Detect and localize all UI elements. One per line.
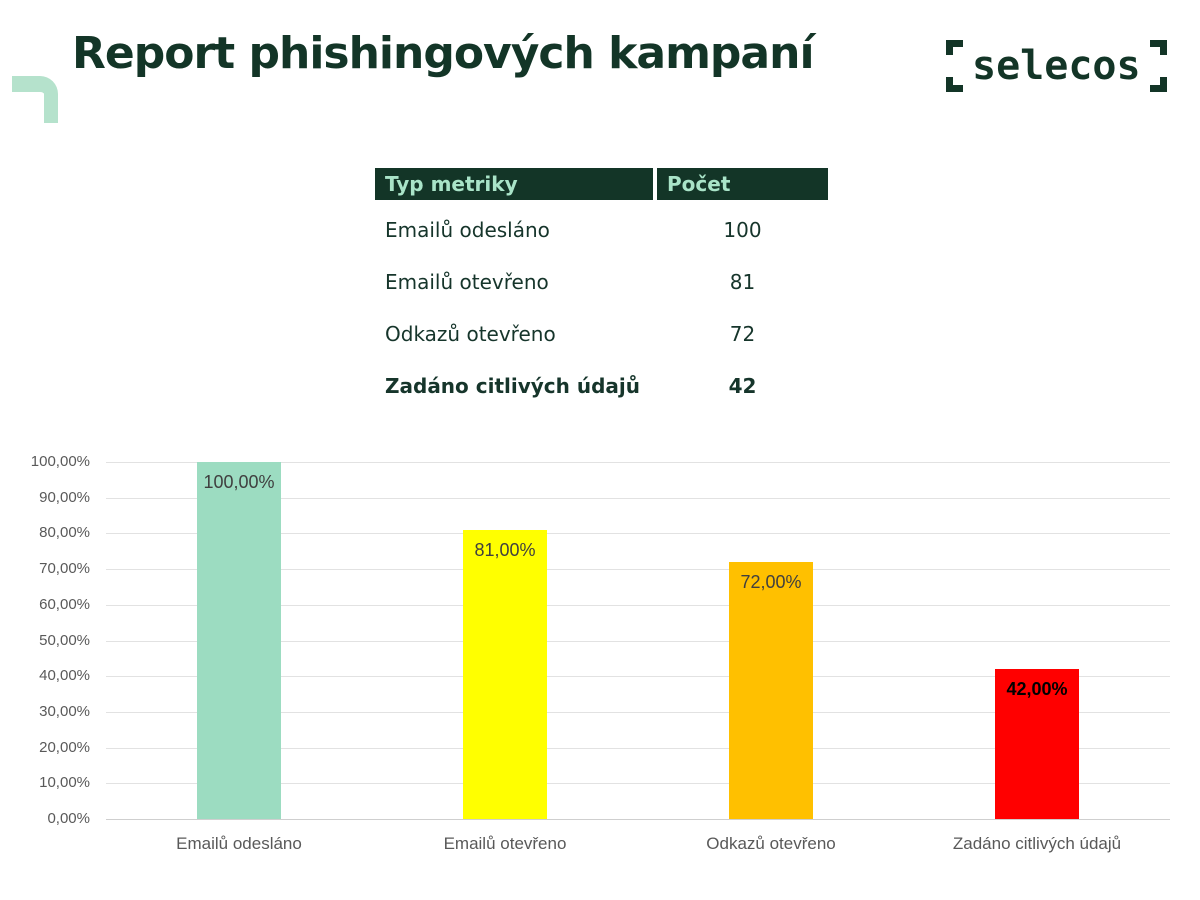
gridline: [106, 497, 1170, 499]
y-axis-tick-label: 80,00%: [39, 524, 90, 542]
y-axis-tick-label: 60,00%: [39, 595, 90, 613]
x-axis-category-label: Zadáno citlivých údajů: [952, 834, 1122, 853]
metric-label: Odkazů otevřeno: [385, 322, 556, 346]
y-axis-tick-label: 10,00%: [39, 774, 90, 792]
bar-value-label: 81,00%: [474, 539, 536, 560]
logo-text: selecos: [972, 43, 1141, 89]
gridline: [106, 533, 1170, 535]
gridline: [106, 711, 1170, 713]
table-row: Zadáno citlivých údajů 42: [375, 360, 828, 412]
selecos-logo: selecos: [946, 38, 1167, 94]
y-axis-tick-label: 50,00%: [39, 631, 90, 649]
bar-1: 100,00%: [197, 462, 281, 819]
metrics-table-header-count: Počet: [657, 168, 828, 200]
y-axis-tick-label: 40,00%: [39, 667, 90, 685]
y-axis-tick-label: 20,00%: [39, 738, 90, 756]
x-axis-category-label: Odkazů otevřeno: [706, 834, 836, 853]
table-row: Odkazů otevřeno 72: [375, 308, 828, 360]
bar-chart: 100,00% 81,00% 72,00% 42,00% 0,00% 10,00% 20,…: [0, 440, 1200, 880]
logo-right-bracket-icon: [1148, 40, 1167, 92]
gridline: [106, 640, 1170, 642]
logo-left-bracket-icon: [946, 40, 965, 92]
y-axis-tick-label: 30,00%: [39, 702, 90, 720]
y-axis-tick-label: 0,00%: [47, 810, 90, 827]
bar-value-label: 72,00%: [740, 571, 802, 592]
metrics-table: Typ metriky Počet Emailů odesláno 100 Em…: [375, 168, 828, 412]
bar-3: 72,00%: [729, 561, 813, 819]
bar-4: 42,00%: [995, 669, 1079, 819]
metric-label: Zadáno citlivých údajů: [385, 374, 641, 398]
metric-value: 72: [729, 322, 756, 346]
gridline: [106, 462, 1170, 463]
metric-label: Emailů odesláno: [385, 218, 550, 242]
metrics-table-header: Typ metriky Počet: [375, 168, 828, 200]
gridline: [106, 569, 1170, 571]
gridline: [106, 747, 1170, 749]
metric-value: 42: [728, 374, 757, 398]
metric-value: 100: [723, 218, 762, 242]
y-axis-tick-label: 70,00%: [39, 560, 90, 578]
y-axis-tick-label: 100,00%: [30, 453, 90, 470]
chart-plot-area: 100,00% 81,00% 72,00% 42,00%: [106, 462, 1170, 820]
x-axis-category-label: Emailů otevřeno: [443, 834, 567, 853]
corner-bracket-decoration: [12, 76, 58, 123]
page-title: Report phishingových kampaní: [72, 28, 815, 79]
metric-label: Emailů otevřeno: [385, 270, 549, 294]
bar-2: 81,00%: [463, 529, 547, 819]
gridline: [106, 783, 1170, 785]
y-axis-tick-label: 90,00%: [39, 488, 90, 506]
gridline: [106, 604, 1170, 606]
bar-value-label: 100,00%: [203, 472, 275, 492]
gridline: [106, 819, 1170, 820]
x-axis-category-label: Emailů odesláno: [176, 834, 302, 853]
metric-value: 81: [729, 270, 756, 294]
table-row: Emailů otevřeno 81: [375, 256, 828, 308]
bar-value-label: 42,00%: [1006, 679, 1068, 700]
table-row: Emailů odesláno 100: [375, 204, 828, 256]
gridline: [106, 676, 1170, 678]
metrics-table-header-type: Typ metriky: [375, 168, 653, 200]
